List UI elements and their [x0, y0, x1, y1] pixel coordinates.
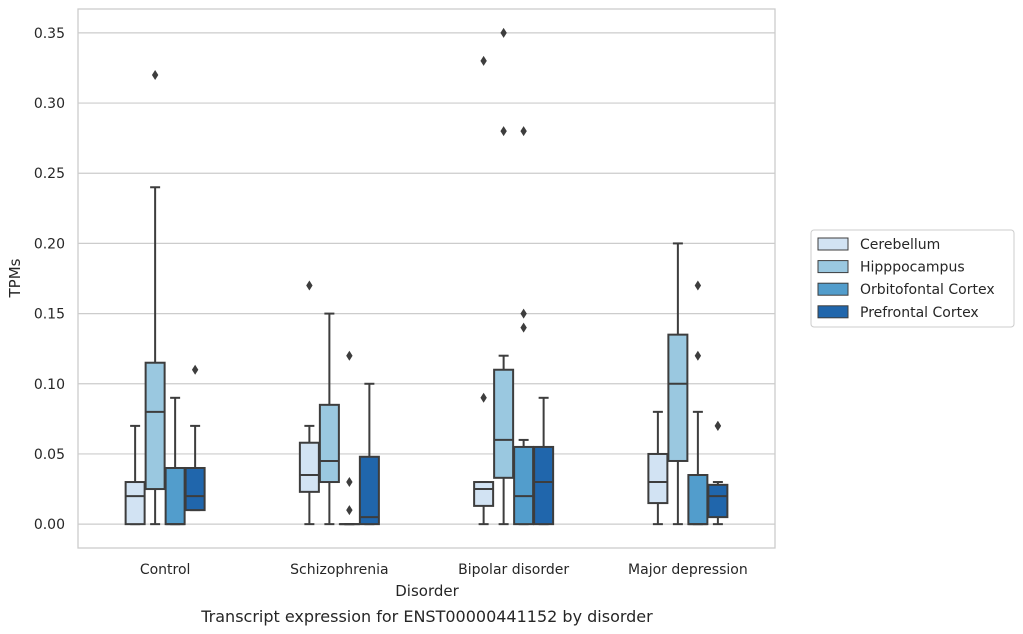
box-body [493, 368, 515, 479]
outlier-point [306, 280, 313, 291]
box-body [687, 474, 709, 526]
y-tick-label: 0.05 [34, 447, 65, 463]
box-body [647, 452, 669, 505]
x-tick-label: Control [140, 562, 191, 578]
box-body [124, 481, 146, 526]
outlier-point [480, 55, 487, 66]
outlier-point [191, 364, 199, 375]
outlier-point [500, 27, 507, 38]
y-axis-ticks: 0.00 0.05 0.10 0.15 0.20 0.25 0.30 0.35 [34, 26, 65, 533]
legend-swatch [817, 282, 849, 296]
box-2-1 [493, 27, 515, 526]
legend-swatch [817, 305, 849, 319]
legend-swatch [817, 260, 849, 274]
x-tick-label: Major depression [628, 562, 748, 578]
outlier-point [694, 350, 702, 361]
y-tick-label: 0.25 [34, 166, 65, 182]
legend-label: Prefrontal Cortex [860, 305, 979, 321]
box-3-2 [687, 280, 709, 526]
outlier-point [714, 420, 722, 431]
box-body [513, 445, 535, 526]
outlier-point [151, 69, 159, 80]
outlier-point [346, 350, 353, 361]
outlier-point [346, 505, 353, 516]
box-2-3 [533, 396, 555, 526]
x-tick-label: Schizophrenia [290, 562, 388, 578]
box-3-0 [647, 410, 669, 526]
boxes-layer [124, 27, 729, 526]
y-tick-label: 0.10 [34, 377, 65, 393]
outlier-point [520, 322, 527, 333]
outlier-point [500, 126, 507, 137]
y-tick-label: 0.35 [34, 26, 65, 42]
y-tick-label: 0.20 [34, 236, 65, 252]
box-body [318, 403, 340, 484]
x-axis-label: Disorder [395, 582, 459, 600]
box-1-1 [318, 312, 340, 526]
box-body [358, 455, 380, 526]
legend: Cerebellum Hipppocampus Orbitofontal Corte… [810, 229, 1015, 328]
plot-frame [77, 8, 776, 549]
box-body [144, 361, 166, 491]
x-axis-ticks: Control Schizophrenia Bipolar disorder Majo… [140, 562, 748, 578]
box-2-2 [513, 126, 535, 526]
box-0-3 [184, 364, 206, 512]
y-tick-label: 0.30 [34, 96, 65, 112]
box-body [298, 441, 320, 493]
box-0-0 [124, 424, 146, 526]
y-tick-label: 0.15 [34, 307, 65, 323]
box-0-2 [164, 396, 186, 526]
legend-frame [810, 229, 1015, 328]
legend-swatch [817, 237, 849, 251]
box-body [473, 481, 495, 507]
outlier-point [694, 280, 702, 291]
box-body [164, 466, 186, 526]
outlier-point [520, 308, 527, 319]
legend-label: Hipppocampus [860, 260, 965, 276]
box-body [667, 333, 689, 462]
legend-label: Orbitofontal Cortex [860, 282, 995, 298]
box-body [533, 445, 555, 526]
box-body [184, 466, 206, 512]
x-tick-label: Bipolar disorder [458, 562, 569, 578]
box-1-3 [358, 382, 380, 526]
outlier-point [520, 126, 527, 137]
legend-label: Cerebellum [860, 237, 940, 253]
outlier-point [346, 477, 353, 488]
y-axis-label: TPMs [6, 258, 24, 298]
y-tick-label: 0.00 [34, 517, 65, 533]
box-2-0 [473, 55, 495, 526]
outlier-point [480, 392, 487, 403]
box-1-2 [338, 350, 360, 526]
box-3-1 [667, 242, 689, 526]
chart-caption: Transcript expression for ENST0000044115… [200, 607, 653, 626]
box-3-3 [707, 420, 729, 526]
box-0-1 [144, 69, 166, 526]
box-body [707, 483, 729, 519]
box-1-0 [298, 280, 320, 526]
